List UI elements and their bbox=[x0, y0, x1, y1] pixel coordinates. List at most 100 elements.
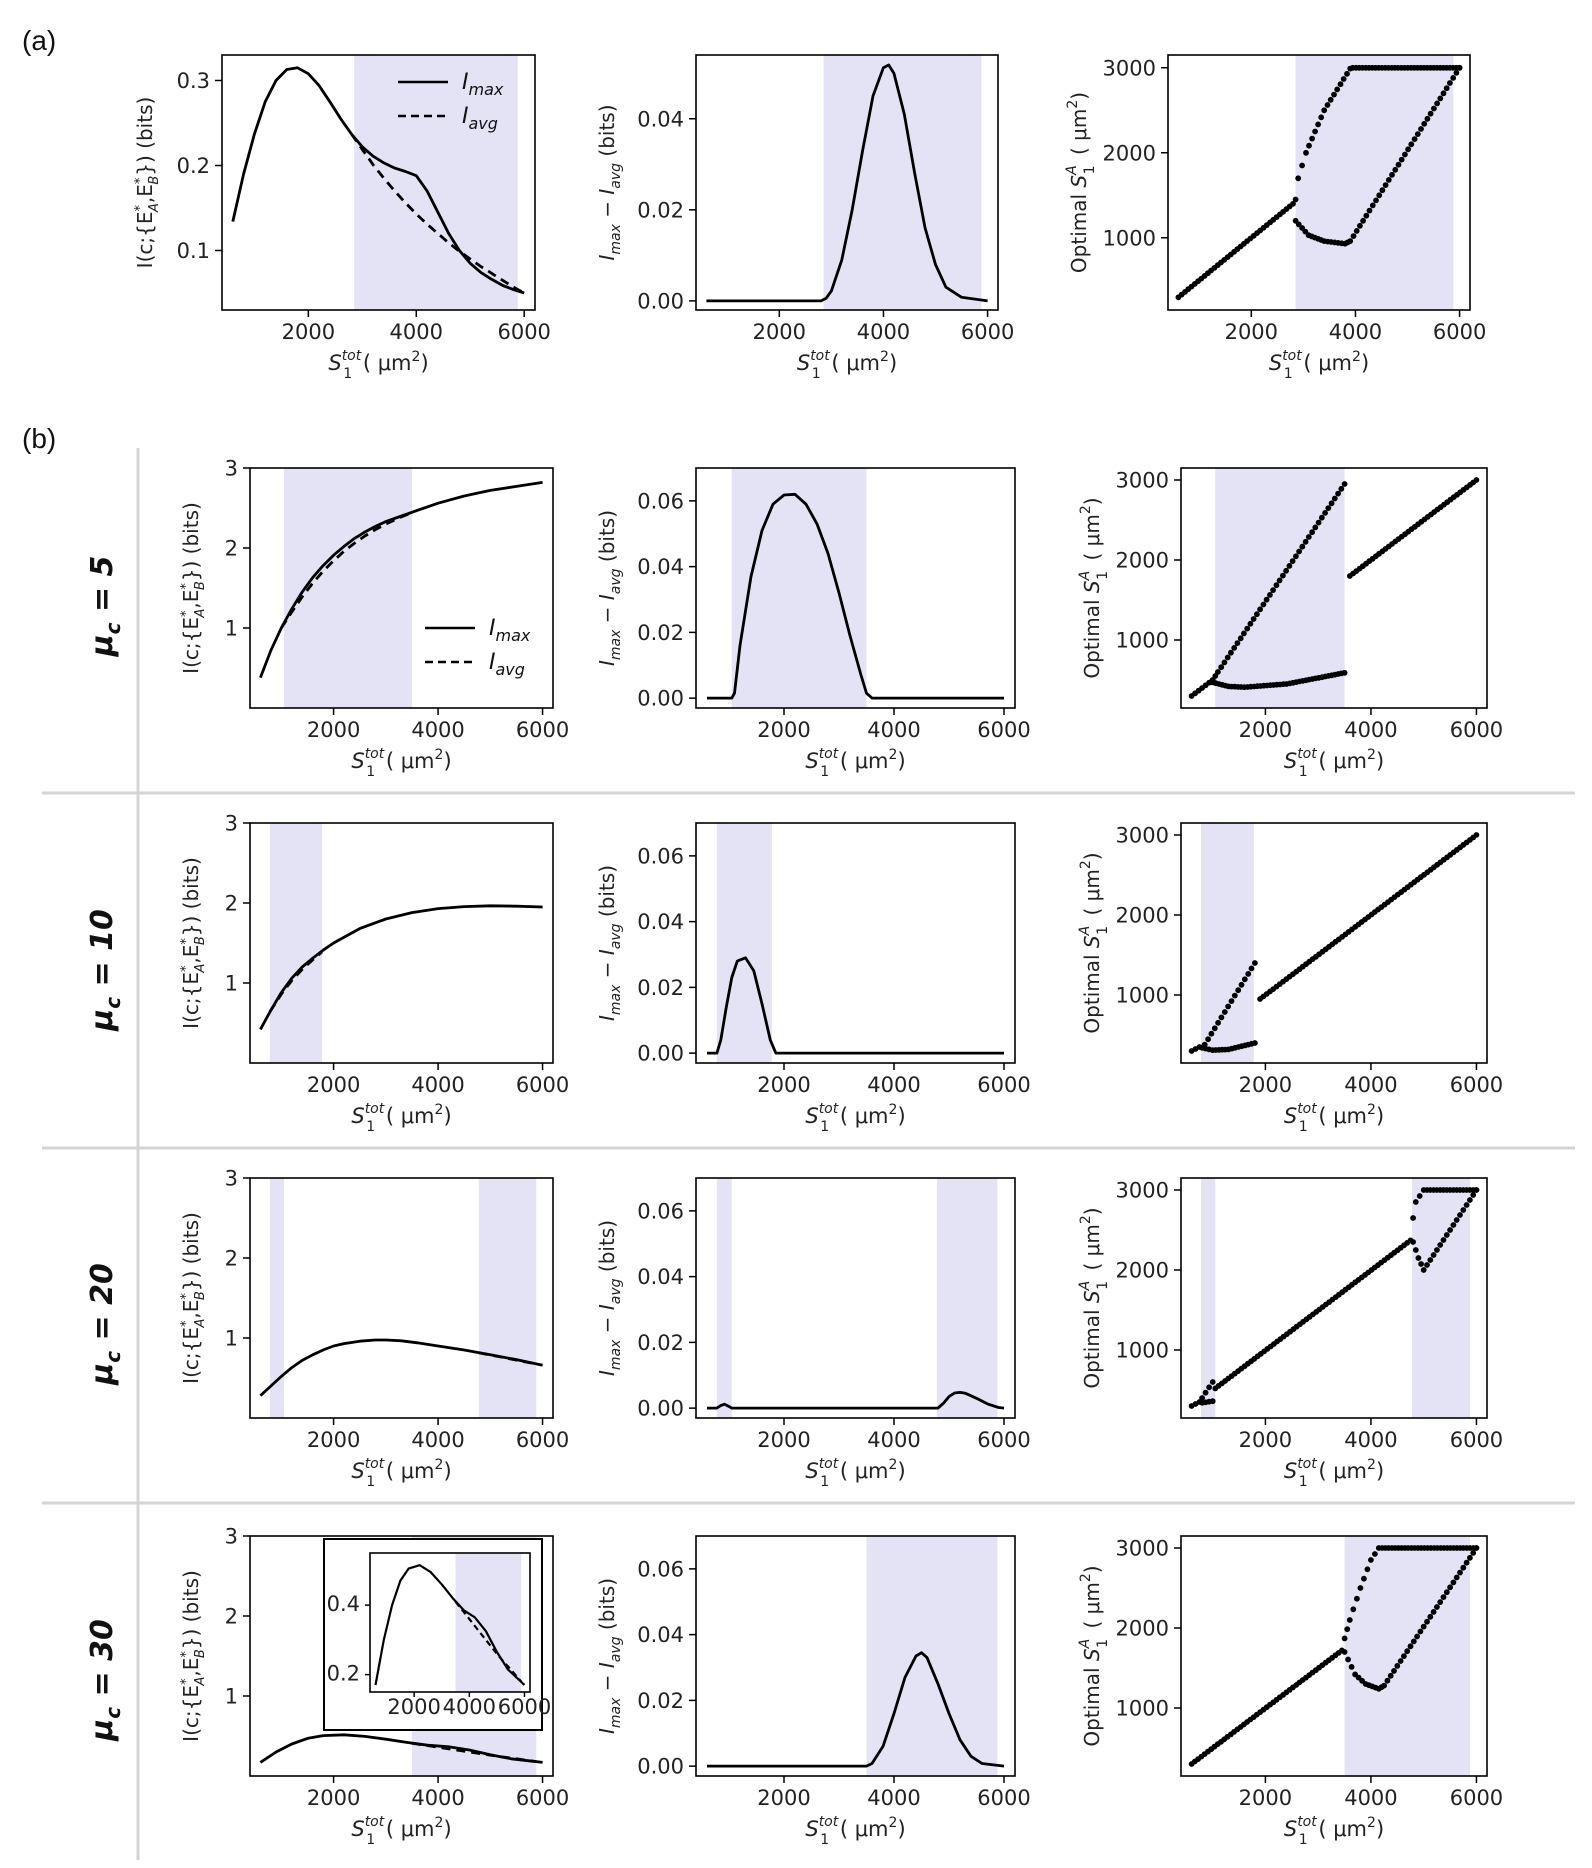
data-point bbox=[1237, 635, 1244, 642]
data-point bbox=[1443, 1589, 1450, 1596]
shaded-region bbox=[478, 1178, 537, 1418]
data-point bbox=[1361, 1575, 1367, 1582]
data-point bbox=[1209, 1398, 1216, 1405]
x-tick-label: 2000 bbox=[1239, 1786, 1292, 1810]
shaded-region bbox=[1412, 1178, 1471, 1418]
data-point bbox=[1341, 481, 1348, 487]
data-point bbox=[1450, 75, 1457, 81]
data-point bbox=[1437, 95, 1444, 102]
y-tick-label: 2000 bbox=[1116, 1259, 1169, 1283]
shaded-region bbox=[1201, 823, 1254, 1063]
y-tick-label: 0.1 bbox=[177, 239, 210, 263]
data-point bbox=[1341, 1649, 1348, 1655]
data-point bbox=[1218, 1014, 1225, 1021]
y-axis-label: I(c;{E*A,E*B}) (bits) bbox=[179, 857, 208, 1029]
data-point bbox=[1420, 1623, 1427, 1630]
x-tick-label: 2000 bbox=[1239, 1073, 1292, 1097]
axes-frame bbox=[249, 467, 554, 709]
x-tick-label: 6000 bbox=[1450, 718, 1503, 742]
data-point bbox=[1283, 567, 1289, 574]
y-tick-label: 3 bbox=[225, 457, 238, 481]
x-tick-label: 6000 bbox=[1450, 1073, 1503, 1097]
axes-frame bbox=[249, 822, 554, 1064]
x-axis-label: Stot 1 ( μm2) bbox=[1284, 1814, 1384, 1848]
data-point bbox=[1292, 196, 1299, 203]
chart-b30-diff: 2000 4000 6000 0.00 0.02 0.04 0.06 Stot 1 ( μm2)… bbox=[595, 1535, 1031, 1848]
data-point bbox=[1440, 1594, 1447, 1600]
legend-label-max: Imax bbox=[462, 70, 504, 99]
data-point bbox=[1321, 107, 1328, 114]
axes-frame bbox=[1167, 54, 1471, 311]
y-axis-label: Imax − Iavg (bits) bbox=[595, 1220, 624, 1376]
y-tick-label: 0.02 bbox=[637, 198, 684, 222]
plot-area bbox=[259, 481, 543, 679]
data-point bbox=[1299, 162, 1305, 169]
legend-label-max: Imax bbox=[489, 616, 531, 645]
data-point bbox=[1412, 1199, 1419, 1205]
data-point bbox=[1424, 1262, 1430, 1268]
y-tick-label: 0.00 bbox=[637, 1397, 684, 1421]
axes-frame bbox=[1180, 1177, 1488, 1419]
data-point bbox=[1340, 76, 1347, 82]
x-tick-label: 6000 bbox=[516, 1073, 569, 1097]
data-point bbox=[1467, 1197, 1473, 1203]
y-axis-label-text: Imax − Iavg (bits) bbox=[595, 865, 624, 1021]
y-tick-label: 2000 bbox=[1116, 904, 1169, 928]
x-axis-label: Stot 1 ( μm2) bbox=[1284, 1456, 1384, 1490]
svg-text:μc = 20: μc = 20 bbox=[85, 1263, 125, 1386]
data-point bbox=[1364, 1566, 1371, 1573]
data-point bbox=[1402, 151, 1408, 158]
data-point bbox=[1387, 1672, 1394, 1679]
y-tick-label: 1000 bbox=[1116, 1697, 1169, 1721]
data-point bbox=[1463, 1559, 1470, 1566]
data-point bbox=[1405, 146, 1411, 153]
axes-frame bbox=[221, 54, 536, 311]
x-axis-label: Stot 1 ( μm2) bbox=[805, 1456, 905, 1490]
data-point bbox=[1252, 960, 1258, 966]
y-tick-label: 0.04 bbox=[637, 1265, 684, 1289]
chart-b20-opt: 2000 4000 6000 1000 2000 3000 Stot 1 ( μm2) Opti… bbox=[1077, 1177, 1503, 1490]
data-point bbox=[1312, 128, 1318, 135]
x-tick-label: 2000 bbox=[757, 718, 810, 742]
y-axis-label: I(c;{E*A,E*B}) (bits) bbox=[179, 1570, 208, 1742]
data-point bbox=[1369, 202, 1376, 209]
x-tick-label: 2000 bbox=[757, 1428, 810, 1452]
data-point bbox=[1397, 1658, 1404, 1664]
y-axis-label: I(c;{E*A,E*B}) (bits) bbox=[179, 1212, 208, 1384]
chart-b30-opt: 2000 4000 6000 1000 2000 3000 Stot 1 ( μm2) Opti… bbox=[1077, 1535, 1503, 1848]
x-axis-label: Stot 1 ( μm2) bbox=[351, 1101, 451, 1135]
data-point bbox=[1384, 1677, 1391, 1684]
shaded-region bbox=[455, 1553, 522, 1692]
data-point bbox=[1437, 1242, 1444, 1248]
shaded-region bbox=[283, 468, 412, 708]
data-point bbox=[1273, 582, 1280, 589]
x-tick-label: 6000 bbox=[961, 320, 1014, 344]
y-tick-label: 0.04 bbox=[637, 1623, 684, 1647]
series-line-I_max - I_avg bbox=[707, 1651, 1005, 1768]
data-point bbox=[1309, 135, 1315, 142]
data-point bbox=[1354, 1595, 1360, 1602]
data-point bbox=[1460, 1564, 1467, 1571]
plot-area bbox=[707, 956, 1004, 1055]
x-tick-label: 6000 bbox=[516, 718, 569, 742]
chart-a-info: 2000 4000 6000 0.1 0.2 0.3 Stot 1 ( μm2) I(c;{E*… bbox=[133, 54, 551, 382]
x-axis-label: Stot 1 ( μm2) bbox=[805, 746, 905, 780]
data-point bbox=[1411, 136, 1418, 143]
data-point bbox=[1473, 832, 1480, 838]
x-axis-label: Stot 1 ( μm2) bbox=[1284, 746, 1384, 780]
x-tick-label: 2000 bbox=[307, 718, 360, 742]
plot-area bbox=[259, 1733, 543, 1764]
data-point bbox=[1215, 669, 1221, 675]
data-point bbox=[1244, 625, 1251, 632]
data-point bbox=[1248, 965, 1255, 972]
series-line-I_max bbox=[259, 481, 543, 679]
series-line-I_avg bbox=[280, 511, 413, 629]
y-tick-label: 0.4 bbox=[327, 1592, 360, 1616]
data-point bbox=[1257, 606, 1263, 613]
axes-frame bbox=[1180, 467, 1488, 709]
data-point bbox=[1245, 971, 1252, 977]
data-point bbox=[1324, 102, 1331, 108]
y-axis-label-text: Imax − Iavg (bits) bbox=[595, 1220, 624, 1376]
data-point bbox=[1289, 558, 1296, 564]
data-point bbox=[1318, 114, 1325, 121]
